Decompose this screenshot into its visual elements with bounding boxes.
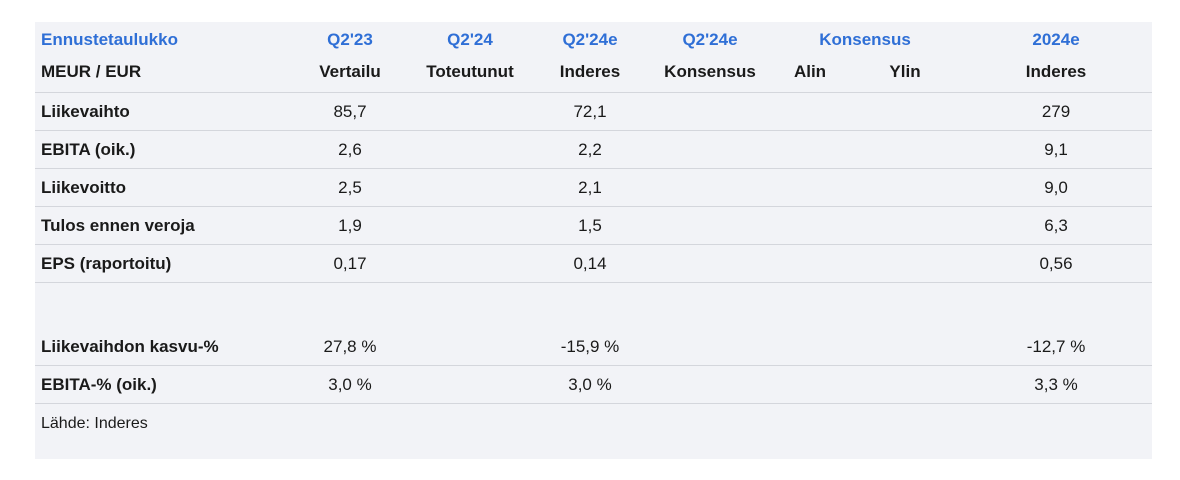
source-row: Lähde: Inderes	[35, 404, 1152, 445]
subheader-alin: Alin	[770, 58, 850, 93]
cell-q2-24e-inderes: 72,1	[530, 92, 650, 131]
subheader-toteutunut: Toteutunut	[410, 58, 530, 93]
cell-alin	[770, 168, 850, 207]
table-row: Liikevaihdon kasvu-% 27,8 % -15,9 % -12,…	[35, 328, 1153, 366]
cell-q2-24e-inderes: 3,0 %	[530, 365, 650, 404]
cell-q2-24e-inderes: 2,1	[530, 168, 650, 207]
table-row: EPS (raportoitu) 0,17 0,14 0,56	[35, 244, 1153, 283]
row-label: Liikevaihto	[35, 92, 290, 131]
cell-q2-24e-konsensus	[650, 206, 770, 245]
subheader-konsensus: Konsensus	[650, 58, 770, 93]
cell-ylin	[850, 206, 961, 245]
cell-2024e: 9,0	[960, 168, 1153, 207]
cell-alin	[770, 92, 850, 131]
table-row: Liikevaihto 85,7 72,1 279	[35, 92, 1153, 131]
cell-ylin	[850, 244, 961, 283]
cell-q2-23: 0,17	[290, 244, 410, 283]
cell-q2-23: 2,5	[290, 168, 410, 207]
forecast-table-panel: Ennustetaulukko Q2'23 Q2'24 Q2'24e Q2'24…	[35, 22, 1153, 459]
cell-2024e: 6,3	[960, 206, 1153, 245]
table-row: EBITA-% (oik.) 3,0 % 3,0 % 3,3 %	[35, 365, 1153, 404]
cell-q2-24	[410, 206, 530, 245]
col-header-q2-23: Q2'23	[327, 30, 373, 49]
cell-alin	[770, 328, 850, 366]
cell-q2-24e-inderes: 1,5	[530, 206, 650, 245]
col-header-q2-24e-konsensus: Q2'24e	[682, 30, 738, 49]
subheader-ylin: Ylin	[850, 58, 961, 93]
row-label: EPS (raportoitu)	[35, 244, 290, 283]
table-row: EBITA (oik.) 2,6 2,2 9,1	[35, 130, 1153, 169]
cell-alin	[770, 206, 850, 245]
cell-alin	[770, 244, 850, 283]
header-row-2: MEUR / EUR Vertailu Toteutunut Inderes K…	[35, 58, 1153, 93]
cell-q2-24	[410, 168, 530, 207]
row-label: Liikevoitto	[35, 168, 290, 207]
cell-q2-24e-konsensus	[650, 92, 770, 131]
subheader-inderes: Inderes	[530, 58, 650, 93]
cell-ylin	[850, 328, 961, 366]
cell-q2-24e-inderes: 2,2	[530, 130, 650, 169]
cell-q2-24e-inderes: -15,9 %	[530, 328, 650, 366]
cell-2024e: 279	[960, 92, 1153, 131]
cell-2024e: 0,56	[960, 244, 1153, 283]
cell-q2-23: 85,7	[290, 92, 410, 131]
cell-q2-24	[410, 365, 530, 404]
header-row-1: Ennustetaulukko Q2'23 Q2'24 Q2'24e Q2'24…	[35, 22, 1152, 58]
cell-2024e: -12,7 %	[960, 328, 1153, 366]
cell-q2-24	[410, 130, 530, 169]
cell-ylin	[850, 365, 961, 404]
cell-q2-23: 1,9	[290, 206, 410, 245]
spacer-row	[35, 283, 1152, 329]
cell-q2-24e-konsensus	[650, 168, 770, 207]
cell-2024e: 9,1	[960, 130, 1153, 169]
row-label: Tulos ennen veroja	[35, 206, 290, 245]
subheader-inderes-2024: Inderes	[960, 58, 1153, 93]
cell-q2-24	[410, 328, 530, 366]
cell-q2-24e-konsensus	[650, 365, 770, 404]
table-title: Ennustetaulukko	[41, 30, 178, 49]
subheader-vertailu: Vertailu	[290, 58, 410, 93]
row-label: EBITA-% (oik.)	[35, 365, 290, 404]
col-header-q2-24: Q2'24	[447, 30, 493, 49]
cell-ylin	[850, 92, 961, 131]
source-note: Lähde: Inderes	[41, 415, 148, 432]
col-header-konsensus: Konsensus	[819, 30, 911, 49]
table-row: Tulos ennen veroja 1,9 1,5 6,3	[35, 206, 1153, 245]
forecast-table: Ennustetaulukko Q2'23 Q2'24 Q2'24e Q2'24…	[35, 22, 1153, 445]
cell-q2-24	[410, 92, 530, 131]
cell-2024e: 3,3 %	[960, 365, 1153, 404]
row-label: Liikevaihdon kasvu-%	[35, 328, 290, 366]
cell-q2-24e-konsensus	[650, 130, 770, 169]
cell-q2-24e-konsensus	[650, 328, 770, 366]
cell-alin	[770, 365, 850, 404]
col-header-q2-24e-inderes: Q2'24e	[562, 30, 618, 49]
cell-q2-23: 27,8 %	[290, 328, 410, 366]
row-label: EBITA (oik.)	[35, 130, 290, 169]
cell-q2-24	[410, 244, 530, 283]
cell-q2-23: 2,6	[290, 130, 410, 169]
table-row: Liikevoitto 2,5 2,1 9,0	[35, 168, 1153, 207]
units-label: MEUR / EUR	[35, 58, 290, 93]
cell-q2-24e-inderes: 0,14	[530, 244, 650, 283]
col-header-2024e: 2024e	[1032, 30, 1080, 49]
cell-alin	[770, 130, 850, 169]
cell-ylin	[850, 130, 961, 169]
cell-q2-23: 3,0 %	[290, 365, 410, 404]
cell-ylin	[850, 168, 961, 207]
cell-q2-24e-konsensus	[650, 244, 770, 283]
